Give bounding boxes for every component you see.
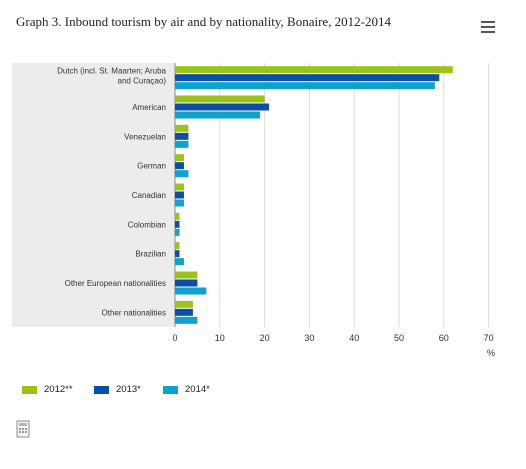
legend-swatch-2014 [163,385,178,394]
bar[interactable] [175,300,193,308]
legend-item-2012[interactable]: 2012** [22,384,73,395]
bar[interactable] [175,124,189,132]
bar[interactable] [175,316,198,324]
x-tick-label: 70 [484,333,494,343]
x-tick-label: 30 [304,333,314,343]
bar[interactable] [175,228,180,236]
legend-swatch-2012 [22,385,37,394]
bar[interactable] [175,258,184,266]
bar[interactable] [175,74,440,82]
category-label: Colombian [128,220,166,229]
bar[interactable] [175,220,180,228]
bar[interactable] [175,271,198,279]
x-tick-label: 50 [394,333,404,343]
bar[interactable] [175,170,189,178]
bar[interactable] [175,191,184,199]
category-label: Canadian [132,191,166,200]
bar[interactable] [175,287,207,295]
bar[interactable] [175,154,184,162]
x-tick-label: 20 [260,333,270,343]
bar[interactable] [175,140,189,148]
bar[interactable] [175,111,261,119]
x-tick-label: 0 [172,333,177,343]
bar[interactable] [175,279,198,287]
category-label: Dutch (incl. St. Maarten; Aruba and Curaç… [57,67,166,86]
bar[interactable] [175,162,184,170]
chart-title: Graph 3. Inbound tourism by air and by n… [16,14,392,29]
bar[interactable] [175,183,184,191]
x-tick-label: 40 [349,333,359,343]
legend-item-2013[interactable]: 2013* [94,384,141,395]
legend-swatch-2013 [94,385,109,394]
category-label: Other nationalities [102,308,166,317]
legend-label-2012: 2012** [44,384,73,395]
bar[interactable] [175,308,193,316]
bar[interactable] [175,250,180,258]
bar[interactable] [175,212,180,220]
bar[interactable] [175,132,189,140]
x-tick-label: 10 [215,333,225,343]
legend-label-2013: 2013* [116,384,141,395]
bar[interactable] [175,82,435,90]
bar[interactable] [175,199,184,207]
legend-item-2014[interactable]: 2014* [163,384,210,395]
bar[interactable] [175,95,265,103]
category-label: Other European nationalities [65,279,166,288]
bar[interactable] [175,103,270,111]
legend-label-2014: 2014* [185,384,210,395]
x-tick-label: 60 [439,333,449,343]
x-axis-unit: % [487,348,495,358]
bar-chart: Dutch (incl. St. Maarten; Aruba and Curaç… [12,63,495,358]
bar[interactable] [175,242,180,250]
hamburger-menu-icon[interactable] [481,21,495,35]
category-label: Venezuelan [124,132,166,141]
category-label: German [137,162,166,171]
bar[interactable] [175,66,453,74]
print-icon[interactable] [16,420,30,438]
category-label-band [12,63,175,327]
category-label: Brazilian [135,250,166,259]
category-label: American [132,103,166,112]
